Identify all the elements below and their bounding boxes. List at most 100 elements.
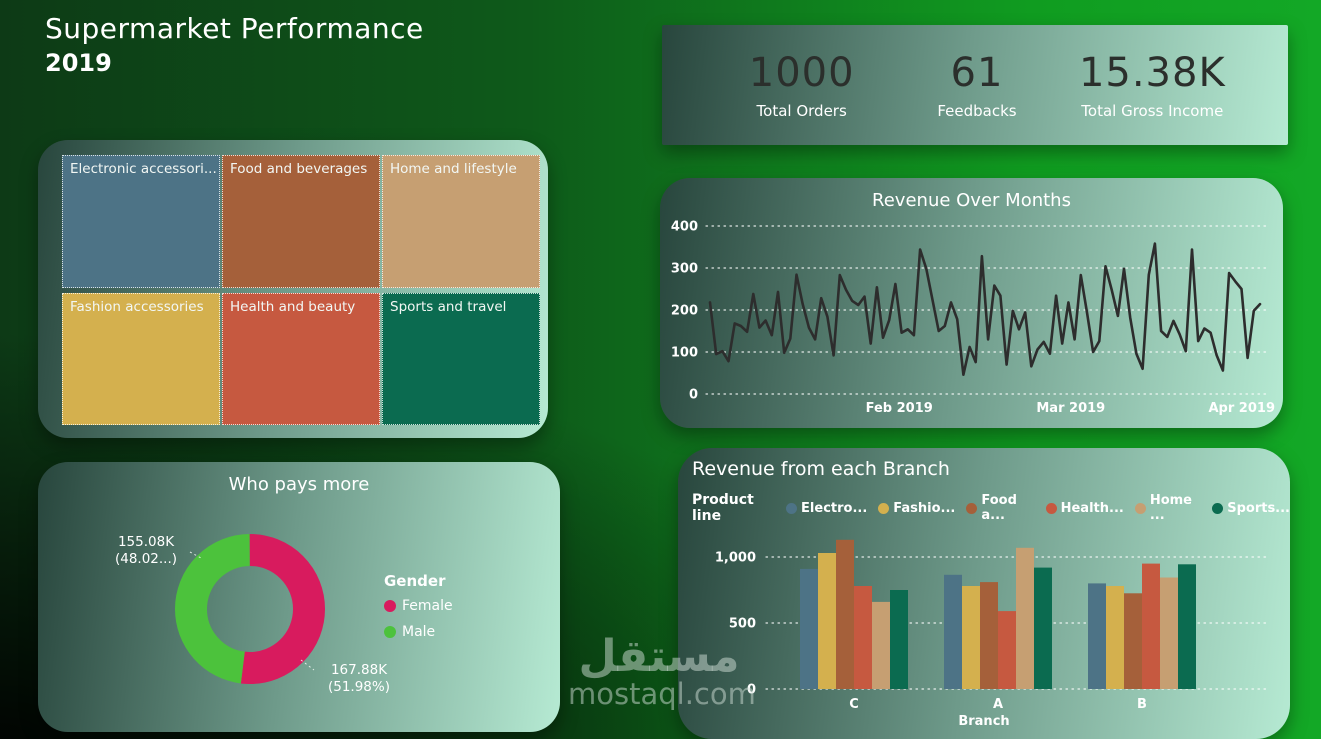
bar-A-Fooda[interactable] xyxy=(980,582,998,689)
legend-label: Health... xyxy=(1060,500,1124,516)
category-label-A: A xyxy=(993,697,1003,712)
treemap-cell-label: Food and beverages xyxy=(230,161,368,177)
x-tick-Feb-2019: Feb 2019 xyxy=(866,401,933,416)
legend-color-dot xyxy=(1212,502,1224,514)
bar-B-Home[interactable] xyxy=(1160,577,1178,690)
male-value: 155.08K xyxy=(117,534,175,550)
branch-bar-chart[interactable]: 0 500 1,000 C A B xyxy=(678,448,1290,739)
bar-B-Fooda[interactable] xyxy=(1124,593,1142,689)
page-title-line1: Supermarket Performance xyxy=(45,12,424,45)
product-line-legend: Product line Electro... Fashio... Food a..… xyxy=(692,492,1290,524)
donut-slice-female[interactable] xyxy=(175,534,325,684)
product-line-legend-title: Product line xyxy=(692,492,754,524)
kpi-feedbacks-value: 61 xyxy=(950,50,1004,96)
bar-B-Fashio[interactable] xyxy=(1106,586,1124,689)
kpi-total-orders-value: 1000 xyxy=(748,50,855,96)
bar-C-Home[interactable] xyxy=(872,601,890,689)
legend-color-dot xyxy=(878,502,890,514)
legend-item-health[interactable]: Health... xyxy=(1045,500,1124,516)
legend-label: Home ... xyxy=(1149,493,1193,523)
bar-C-Health[interactable] xyxy=(854,586,872,689)
y-tick-500: 500 xyxy=(729,617,756,632)
male-pct: (48.02...) xyxy=(114,550,178,567)
bar-x-axis-label: Branch xyxy=(958,714,1010,729)
legend-color-dot xyxy=(786,502,798,514)
bar-A-Health[interactable] xyxy=(998,611,1016,689)
page-title-year: 2019 xyxy=(45,49,112,77)
legend-item-fooda[interactable]: Food a... xyxy=(966,493,1034,523)
treemap-cell-electronic-accessories[interactable]: Electronic accessori... xyxy=(62,155,220,288)
x-tick-Mar-2019: Mar 2019 xyxy=(1036,401,1105,416)
bar-A-Electro[interactable] xyxy=(944,574,962,689)
y-tick-400: 400 xyxy=(671,220,698,235)
legend-label: Fashio... xyxy=(893,500,956,516)
bar-B-Sports[interactable] xyxy=(1178,564,1196,689)
revenue-branch-panel: Revenue from each Branch Product line El… xyxy=(678,448,1290,739)
treemap-cell-label: Health and beauty xyxy=(230,298,356,315)
kpi-gross-income: 15.38K Total Gross Income xyxy=(1065,50,1240,120)
treemap-cell-label: Fashion accessories xyxy=(70,298,204,315)
treemap-cell-health-and-beauty[interactable]: Health and beauty xyxy=(222,292,380,425)
bar-C-Fashio[interactable] xyxy=(818,553,836,689)
treemap-cell-label: Electronic accessori... xyxy=(70,161,217,177)
treemap-cell-fashion-accessories[interactable]: Fashion accessories xyxy=(62,292,220,425)
legend-item-electro[interactable]: Electro... xyxy=(786,501,867,516)
legend-label: Electro... xyxy=(801,500,868,516)
y-tick-200: 200 xyxy=(671,304,698,319)
bar-A-Sports[interactable] xyxy=(1034,567,1052,689)
kpi-total-orders: 1000 Total Orders xyxy=(714,50,889,120)
legend-color-dot xyxy=(966,502,978,514)
legend-item-male[interactable]: Male xyxy=(384,624,453,640)
bar-C-Electro[interactable] xyxy=(800,568,818,689)
treemap-cell-home-and-lifestyle[interactable]: Home and lifestyle xyxy=(382,155,540,288)
line-chart-title: Revenue Over Months xyxy=(872,190,1071,211)
female-label: Female xyxy=(402,598,453,614)
category-label-C: C xyxy=(849,697,859,712)
bar-A-Home[interactable] xyxy=(1016,547,1034,689)
donut-label-male: 155.08K (48.02...) xyxy=(104,534,188,568)
legend-item-fashio[interactable]: Fashio... xyxy=(878,501,955,516)
kpi-feedbacks-label: Feedbacks xyxy=(937,102,1017,120)
bar-A-Fashio[interactable] xyxy=(962,586,980,689)
donut-label-female: 167.88K (51.98%) xyxy=(314,662,404,696)
kpi-gross-income-label: Total Gross Income xyxy=(1081,102,1224,120)
bar-B-Health[interactable] xyxy=(1142,563,1160,689)
legend-label: Food a... xyxy=(981,493,1017,523)
gender-donut-chart[interactable] xyxy=(38,462,560,732)
revenue-line-chart[interactable]: 400 300 200 100 0 Feb 2019 Mar 2019 Apr 2019 xyxy=(660,178,1283,428)
female-value: 167.88K xyxy=(330,662,388,678)
revenue-line-series[interactable] xyxy=(708,242,1262,376)
y-tick-0: 0 xyxy=(689,388,698,403)
bar-B-Electro[interactable] xyxy=(1088,583,1106,689)
treemap-cell-label: Home and lifestyle xyxy=(390,161,517,177)
bar-C-Sports[interactable] xyxy=(890,590,908,689)
kpi-total-orders-label: Total Orders xyxy=(756,102,847,120)
female-color-dot xyxy=(384,600,396,612)
treemap-cell-label: Sports and travel xyxy=(390,298,507,315)
legend-item-sports[interactable]: Sports... xyxy=(1212,501,1290,516)
treemap-grid: Electronic accessori... Food and beverag… xyxy=(62,155,540,425)
legend-label: Sports... xyxy=(1227,500,1290,516)
bar-C-Fooda[interactable] xyxy=(836,539,854,689)
y-tick-300: 300 xyxy=(671,262,698,277)
kpi-gross-income-value: 15.38K xyxy=(1078,50,1226,96)
y-tick-100: 100 xyxy=(671,346,698,361)
female-pct: (51.98%) xyxy=(327,678,390,695)
legend-item-female[interactable]: Female xyxy=(384,598,453,614)
legend-color-dot xyxy=(1134,502,1146,514)
donut-chart-title: Who pays more xyxy=(228,474,370,495)
treemap-cell-food-and-beverages[interactable]: Food and beverages xyxy=(222,155,380,288)
male-leader-line xyxy=(189,551,202,559)
who-pays-more-panel: Who pays more 155.08K (48.02...) 167.88K… xyxy=(38,462,560,732)
donut-slice-male[interactable] xyxy=(175,534,325,684)
gender-legend: Gender Female Male xyxy=(384,572,453,650)
legend-item-home[interactable]: Home ... xyxy=(1134,493,1201,523)
treemap-cell-sports-and-travel[interactable]: Sports and travel xyxy=(382,292,540,425)
revenue-over-months-panel: Revenue Over Months 400 300 200 100 0 Feb 201… xyxy=(660,178,1283,428)
gender-legend-title: Gender xyxy=(384,572,446,590)
x-tick-Apr-2019: Apr 2019 xyxy=(1209,401,1276,416)
bar-chart-title: Revenue from each Branch xyxy=(692,458,950,480)
kpi-strip: 1000 Total Orders 61 Feedbacks 15.38K To… xyxy=(662,25,1288,145)
legend-color-dot xyxy=(1045,502,1057,514)
